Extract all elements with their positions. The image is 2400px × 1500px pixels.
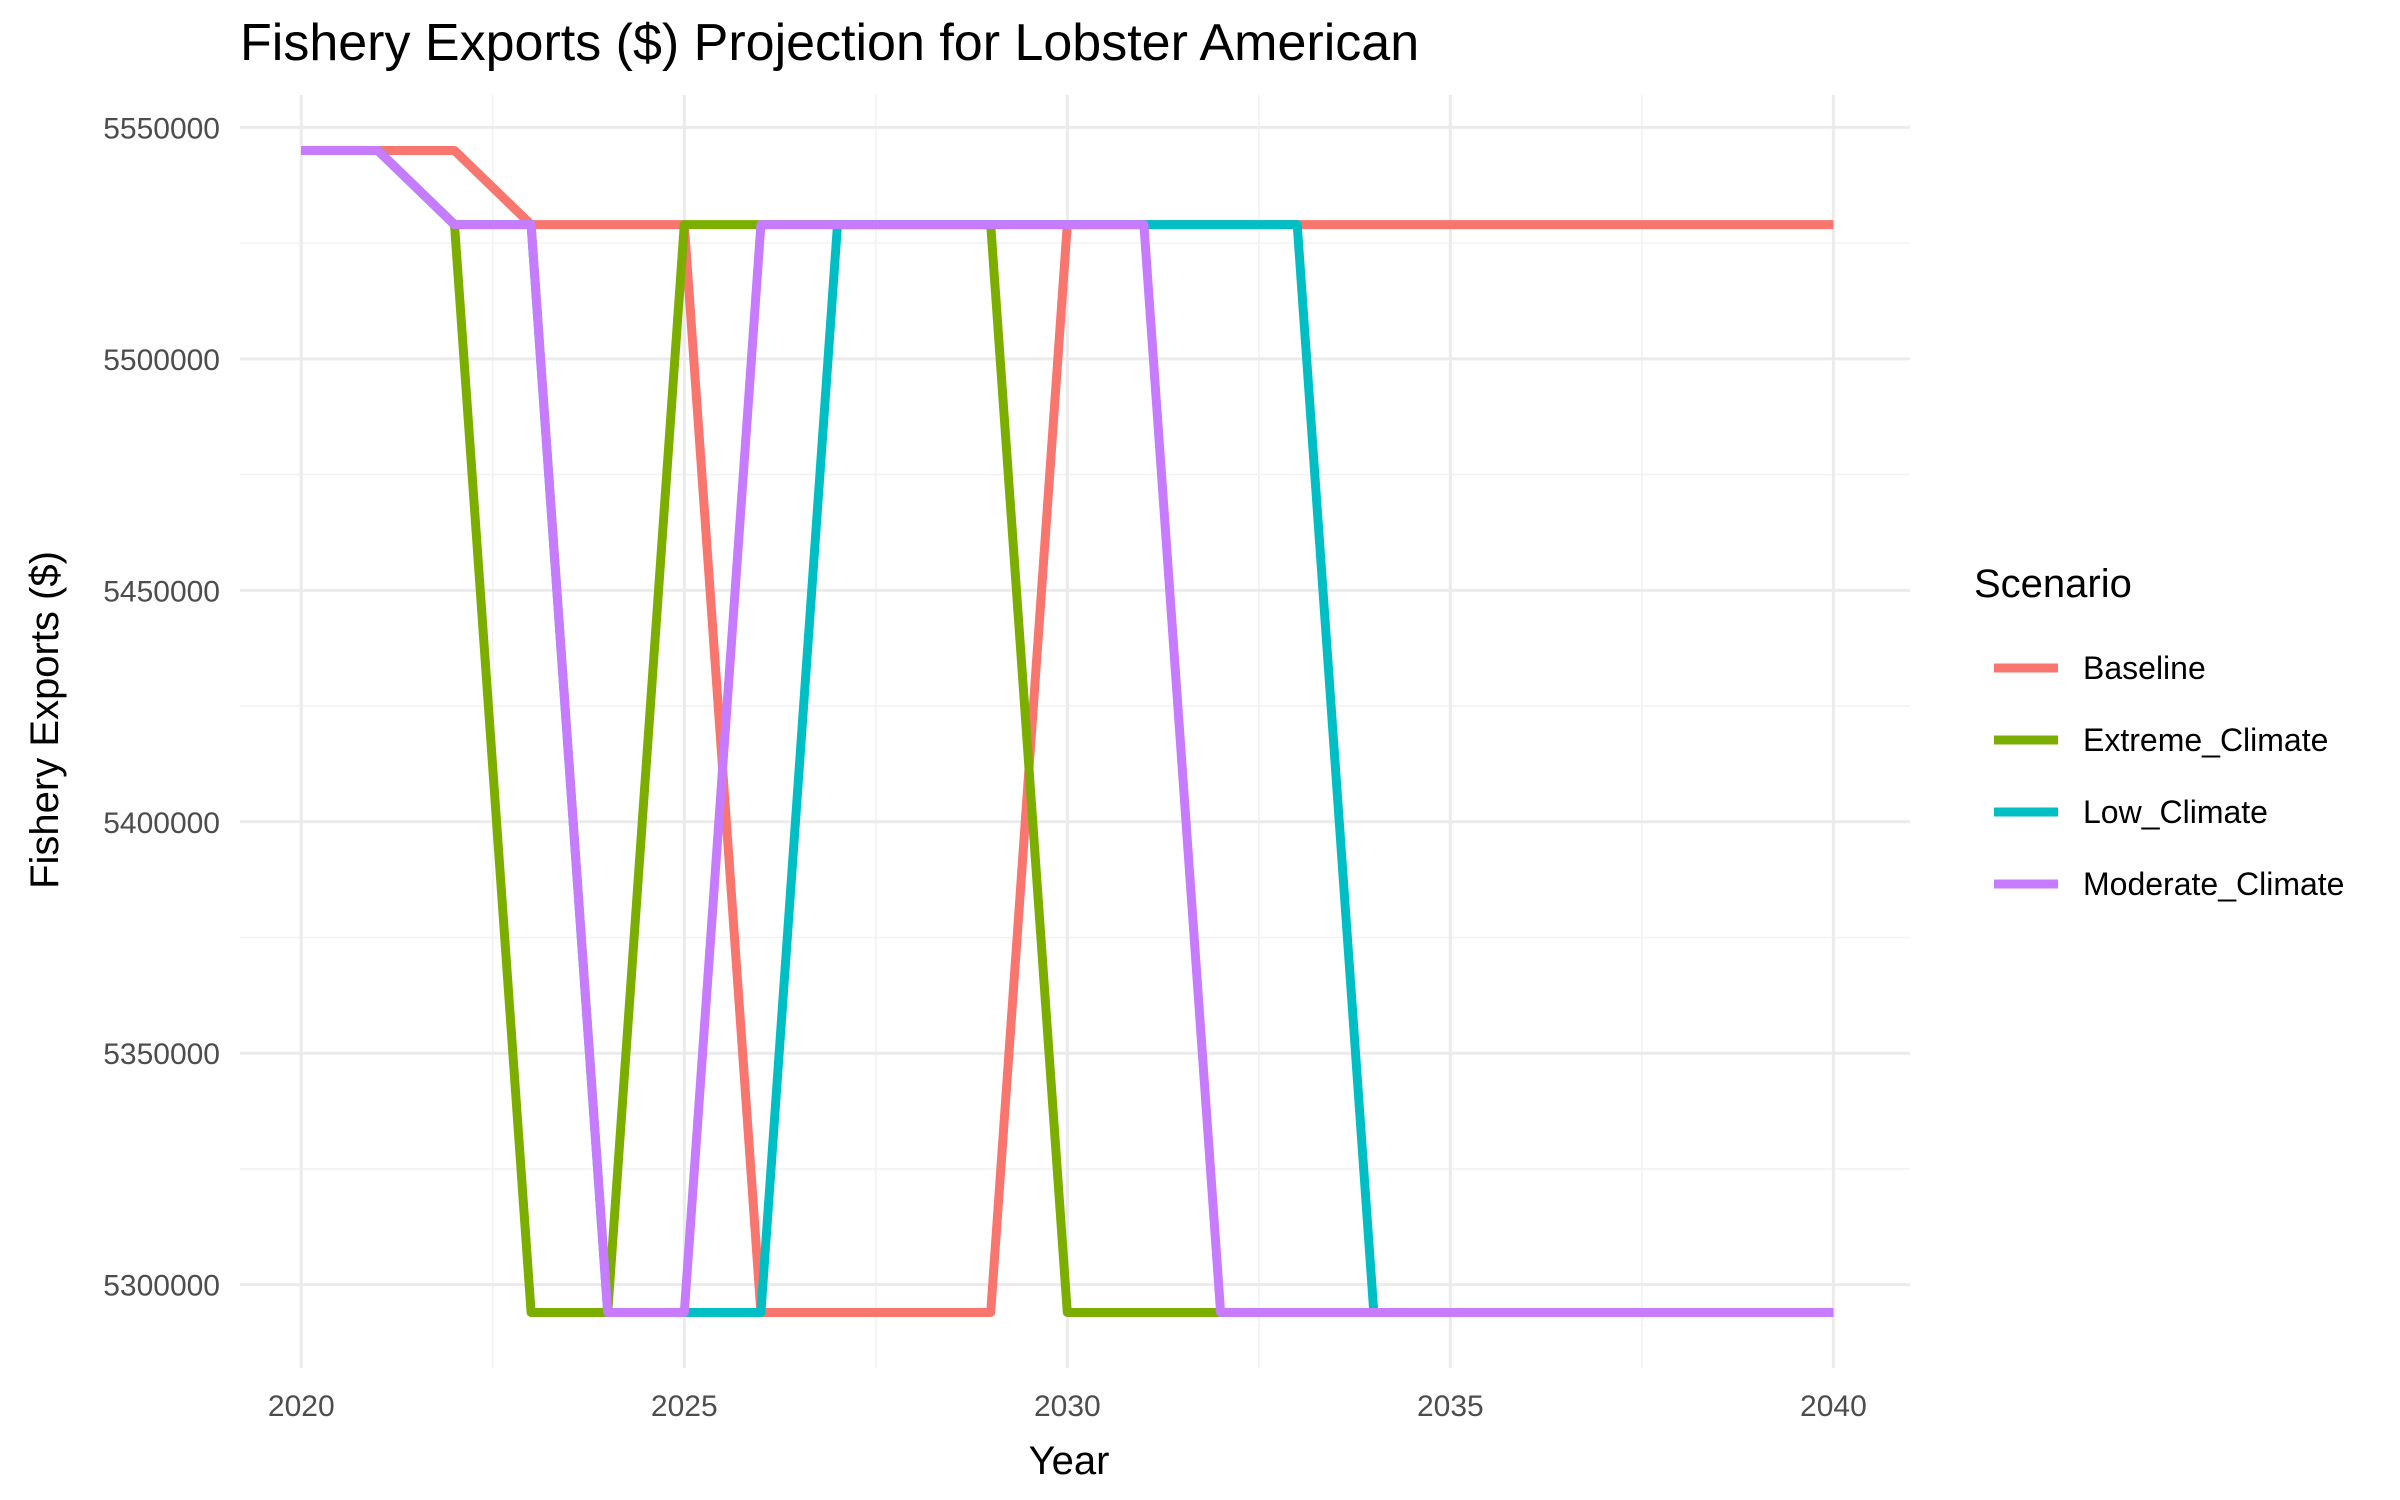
- legend: Scenario Baseline Extreme_Climate Low_Clim…: [1974, 562, 2344, 902]
- legend-label-extreme-climate: Extreme_Climate: [2083, 722, 2328, 758]
- y-tick-label: 5300000: [103, 1270, 220, 1303]
- x-axis-title: Year: [1029, 1439, 1110, 1483]
- legend-label-moderate-climate: Moderate_Climate: [2083, 866, 2344, 902]
- y-tick-label: 5400000: [103, 807, 220, 840]
- x-tick-label: 2035: [1417, 1390, 1484, 1423]
- legend-title: Scenario: [1974, 562, 2132, 606]
- y-axis-ticks: 5300000 5350000 5400000 5450000 5500000 55500…: [103, 112, 220, 1302]
- y-tick-label: 5550000: [103, 112, 220, 145]
- x-tick-label: 2020: [268, 1390, 335, 1423]
- y-tick-label: 5450000: [103, 575, 220, 608]
- chart-title: Fishery Exports ($) Projection for Lobst…: [240, 14, 1419, 72]
- y-axis-title: Fishery Exports ($): [23, 551, 67, 889]
- y-tick-label: 5500000: [103, 344, 220, 377]
- legend-label-baseline: Baseline: [2083, 650, 2206, 686]
- x-tick-label: 2040: [1800, 1390, 1867, 1423]
- x-tick-label: 2025: [651, 1390, 718, 1423]
- legend-items: Baseline Extreme_Climate Low_Climate Modera…: [1994, 650, 2344, 902]
- series-lines: [301, 146, 1834, 1317]
- x-tick-label: 2030: [1034, 1390, 1101, 1423]
- x-axis-ticks: 2020 2025 2030 2035 2040: [268, 1390, 1867, 1423]
- grid: [240, 95, 1910, 1368]
- legend-label-low-climate: Low_Climate: [2083, 794, 2268, 830]
- series-line-moderate-climate: [301, 146, 1834, 1317]
- y-tick-label: 5350000: [103, 1038, 220, 1071]
